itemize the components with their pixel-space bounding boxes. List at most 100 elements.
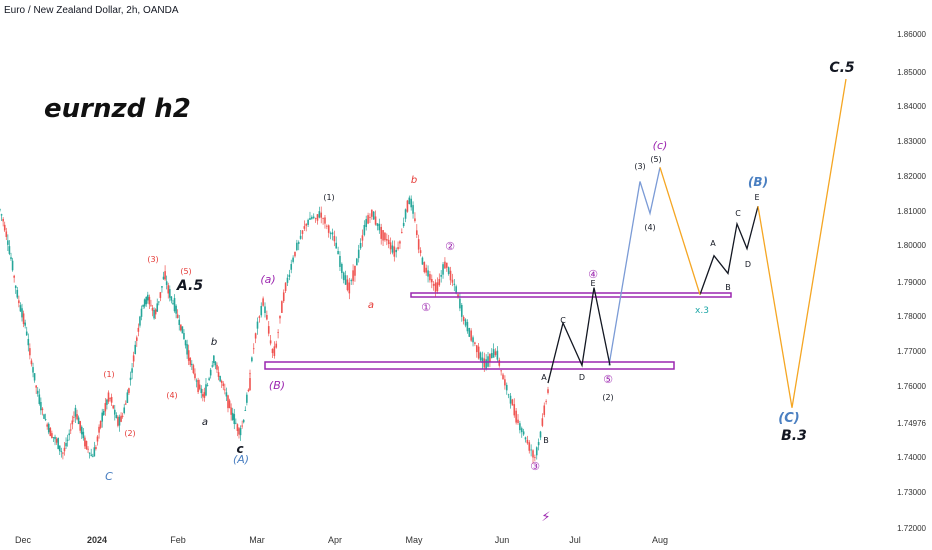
candle-body <box>11 260 14 271</box>
candle-body <box>331 232 334 235</box>
wave-label: ⑤ <box>603 373 613 386</box>
candle-body <box>513 404 516 416</box>
candle-body <box>434 282 437 292</box>
candle-body <box>279 315 281 319</box>
candle-body <box>341 263 343 273</box>
candle-body <box>299 235 302 239</box>
candle-body <box>249 378 251 391</box>
candle-body <box>342 272 345 281</box>
candle-body <box>213 355 215 363</box>
candle-body <box>395 249 397 253</box>
candle-body <box>13 275 15 278</box>
wave-label: (4) <box>166 391 177 400</box>
candle-body <box>464 319 467 326</box>
candle-body <box>32 367 34 373</box>
candle-body <box>109 398 111 400</box>
candle-body <box>124 403 127 405</box>
wave-label: (1) <box>323 193 334 202</box>
candle-body <box>494 351 497 356</box>
candle-body <box>146 294 149 301</box>
candle-body <box>455 286 457 294</box>
candle-body <box>539 431 542 438</box>
candle-body <box>477 346 480 359</box>
candle-body <box>247 389 250 392</box>
candle-body <box>58 445 61 452</box>
candle-body <box>479 352 482 361</box>
candle-body <box>275 343 278 348</box>
candle-body <box>76 414 78 420</box>
candle-body <box>269 340 272 344</box>
y-tick-label: 1.76000 <box>897 382 926 391</box>
candle-body <box>205 384 207 396</box>
candle-body <box>246 394 248 403</box>
candle-body <box>326 225 328 227</box>
candle-body <box>423 262 426 273</box>
candle-body <box>436 282 439 292</box>
candle-body <box>214 361 217 366</box>
candle-body <box>389 242 392 250</box>
wave-label: c <box>236 442 243 456</box>
candle-body <box>267 326 270 334</box>
candle-body <box>442 264 444 275</box>
candle-body <box>419 250 422 254</box>
y-tick-label: 1.83000 <box>897 137 926 146</box>
candle-body <box>242 419 245 423</box>
candle-body <box>282 292 285 302</box>
candle-body <box>365 219 368 228</box>
candle-body <box>530 449 532 451</box>
candle-body <box>113 409 116 415</box>
wave-label: C <box>560 316 566 325</box>
candle-body <box>393 246 396 257</box>
wave-label: (1) <box>103 370 114 379</box>
wave-label: (3) <box>634 162 645 171</box>
candle-body <box>134 344 137 355</box>
candle-body <box>391 245 394 253</box>
y-tick-label: 1.82000 <box>897 172 926 181</box>
wave-label: C.5 <box>829 60 855 76</box>
wave-label: A.5 <box>176 278 203 294</box>
candle-body <box>301 230 304 234</box>
wave-label: (5) <box>650 155 661 164</box>
candle-body <box>483 358 486 368</box>
candle-body <box>44 419 47 421</box>
y-tick-label: 1.74000 <box>897 453 926 462</box>
candle-body <box>457 294 459 297</box>
candle-body <box>27 338 30 346</box>
y-tick-label: 1.80000 <box>897 241 926 250</box>
candle-body <box>150 304 152 306</box>
candle-body <box>251 357 253 362</box>
candle-body <box>352 270 354 282</box>
candle-body <box>96 436 99 442</box>
wave-label: b <box>411 175 417 186</box>
candle-body <box>115 415 118 419</box>
candle-body <box>414 218 416 222</box>
candle-body <box>162 276 165 280</box>
candle-body <box>132 355 135 362</box>
candle-body <box>101 412 104 422</box>
candle-body <box>367 215 369 224</box>
candle-body <box>128 388 130 393</box>
candle-body <box>104 403 107 412</box>
candle-body <box>244 410 247 412</box>
projection-blue <box>608 167 661 366</box>
wave-label: C <box>105 470 113 483</box>
candle-body <box>184 340 187 346</box>
candle-body <box>444 261 446 269</box>
candle-body <box>363 224 366 235</box>
candle-body <box>159 292 162 298</box>
candle-body <box>21 308 23 318</box>
candle-body <box>170 296 173 301</box>
candle-body <box>535 447 538 456</box>
wave-label: ④ <box>588 268 598 281</box>
wave-label: (2) <box>124 429 135 438</box>
candle-body <box>148 296 151 305</box>
candle-body <box>333 235 336 242</box>
candle-body <box>402 222 405 227</box>
candle-body <box>264 306 266 314</box>
candle-body <box>408 197 411 205</box>
candle-body <box>79 421 81 431</box>
candle-body <box>172 303 174 304</box>
candle-body <box>52 437 55 438</box>
candle-body <box>231 412 234 420</box>
